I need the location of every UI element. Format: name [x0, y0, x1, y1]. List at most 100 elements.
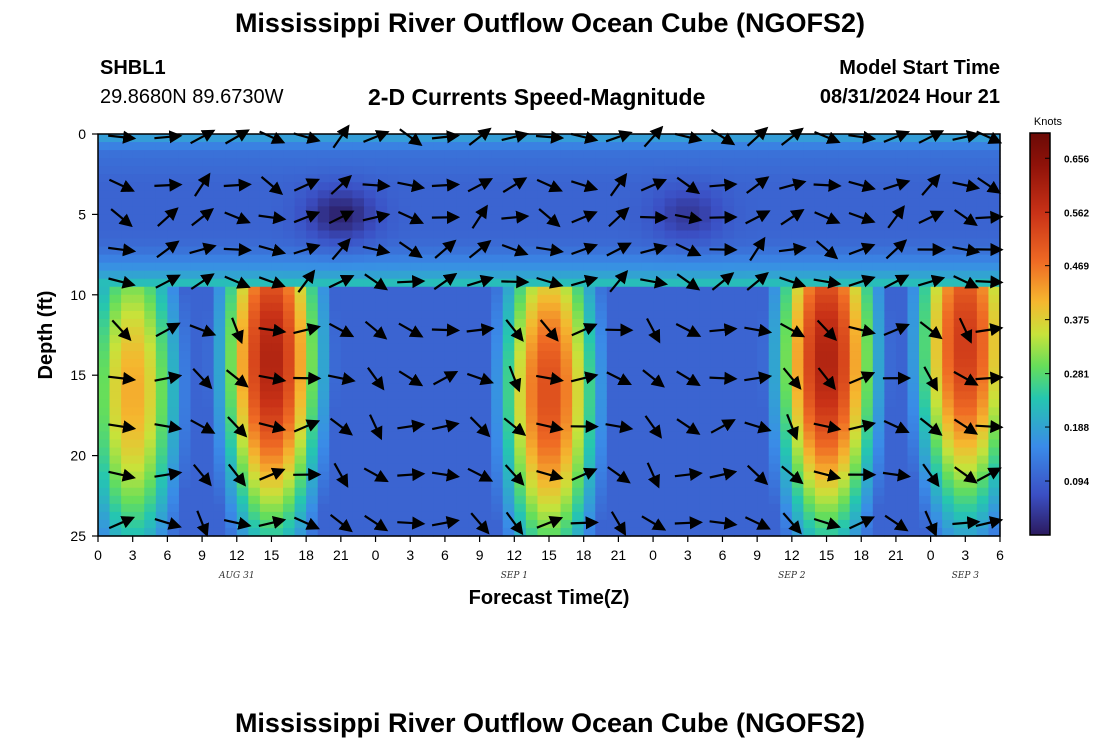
- heatmap-cell: [468, 142, 481, 151]
- heatmap-cell: [838, 318, 851, 328]
- heatmap-cell: [387, 359, 400, 368]
- heatmap-cell: [687, 463, 700, 473]
- heatmap-cell: [144, 262, 157, 272]
- heatmap-cell: [606, 198, 619, 207]
- heatmap-cell: [664, 302, 677, 312]
- heatmap-cell: [722, 246, 735, 256]
- heatmap-cell: [410, 359, 423, 368]
- heatmap-cell: [560, 423, 573, 433]
- heatmap-cell: [629, 527, 643, 537]
- heatmap-cell: [340, 254, 354, 264]
- current-vector-arrow: [154, 517, 182, 530]
- heatmap-cell: [306, 367, 319, 376]
- heatmap-cell: [884, 150, 897, 159]
- heatmap-cell: [653, 262, 666, 272]
- heatmap-cell: [132, 383, 145, 392]
- heatmap-cell: [618, 318, 631, 328]
- heatmap-cell: [294, 302, 307, 312]
- current-vector-arrow: [260, 176, 284, 196]
- heatmap-cell: [676, 479, 689, 489]
- heatmap-cell: [895, 391, 909, 400]
- heatmap-cell: [167, 367, 180, 376]
- heatmap-cell: [433, 407, 446, 416]
- heatmap-cell: [317, 479, 330, 489]
- heatmap-cell: [618, 463, 631, 473]
- heatmap-cell: [121, 286, 134, 296]
- heatmap-cell: [641, 335, 654, 344]
- heatmap-cell: [549, 367, 562, 376]
- heatmap-cell: [387, 134, 400, 143]
- heatmap-cell: [641, 463, 654, 473]
- main-title: Mississippi River Outflow Ocean Cube (NG…: [234, 8, 866, 38]
- heatmap-cell: [525, 318, 539, 328]
- heatmap-cell: [745, 495, 758, 505]
- heatmap-cell: [514, 415, 527, 425]
- heatmap-cell: [942, 471, 955, 481]
- heatmap-cell: [502, 343, 515, 352]
- heatmap-cell: [629, 214, 643, 224]
- current-vector-arrow: [676, 418, 701, 435]
- heatmap-cell: [190, 278, 203, 288]
- heatmap-cell: [618, 335, 631, 344]
- heatmap-cell: [884, 391, 897, 400]
- heatmap-cell: [676, 495, 689, 505]
- heatmap-cell: [306, 351, 319, 360]
- heatmap-cell: [560, 174, 573, 183]
- current-vector-arrow: [536, 420, 564, 434]
- heatmap-cell: [895, 150, 909, 159]
- heatmap-cell: [410, 278, 423, 288]
- heatmap-cell: [225, 142, 238, 151]
- heatmap-cell: [213, 238, 226, 248]
- heatmap-cell: [317, 391, 330, 400]
- heatmap-cell: [121, 318, 134, 328]
- heatmap-cell: [965, 158, 978, 167]
- heatmap-cell: [132, 222, 145, 232]
- heatmap-cell: [491, 455, 504, 465]
- heatmap-cell: [664, 383, 677, 392]
- current-vector-arrow: [327, 372, 356, 386]
- heatmap-cell: [387, 230, 400, 240]
- heatmap-cell: [606, 158, 619, 167]
- heatmap-cell: [236, 230, 249, 240]
- heatmap-cell: [109, 471, 122, 481]
- heatmap-cell: [363, 238, 377, 248]
- current-vector-arrow: [975, 323, 1004, 337]
- heatmap-cell: [352, 302, 365, 312]
- heatmap-cell: [710, 375, 724, 384]
- heatmap-cell: [768, 375, 781, 384]
- heatmap-cell: [398, 174, 411, 183]
- current-vector-arrow: [919, 321, 943, 340]
- heatmap-cell: [710, 439, 724, 449]
- heatmap-cell: [595, 246, 608, 256]
- heatmap-cell: [687, 198, 700, 207]
- heatmap-cell: [814, 326, 828, 336]
- heatmap-cell: [387, 399, 400, 408]
- heatmap-cell: [456, 222, 469, 232]
- heatmap-cell: [433, 230, 446, 240]
- heatmap-cell: [791, 343, 805, 352]
- current-vector-arrow: [709, 467, 738, 481]
- heatmap-cell: [387, 375, 400, 384]
- heatmap-cell: [421, 310, 434, 320]
- heatmap-cell: [861, 439, 874, 449]
- heatmap-cell: [468, 246, 481, 256]
- heatmap-cell: [202, 294, 215, 304]
- heatmap-cell: [919, 335, 932, 344]
- heatmap-cell: [225, 286, 238, 296]
- current-vector-arrow: [469, 416, 491, 438]
- heatmap-cell: [468, 391, 481, 400]
- heatmap-cell: [167, 335, 180, 344]
- heatmap-cell: [803, 158, 816, 167]
- heatmap-cell: [641, 407, 654, 416]
- heatmap-cell: [294, 335, 307, 344]
- heatmap-cell: [826, 343, 839, 352]
- heatmap-cell: [525, 487, 539, 497]
- heatmap-cell: [803, 495, 816, 505]
- heatmap-cell: [340, 391, 354, 400]
- heatmap-cell: [98, 511, 111, 521]
- heatmap-cell: [248, 158, 261, 167]
- heatmap-cell: [283, 495, 296, 505]
- heatmap-cell: [248, 351, 261, 360]
- heatmap-cell: [687, 367, 700, 376]
- heatmap-cell: [734, 198, 747, 207]
